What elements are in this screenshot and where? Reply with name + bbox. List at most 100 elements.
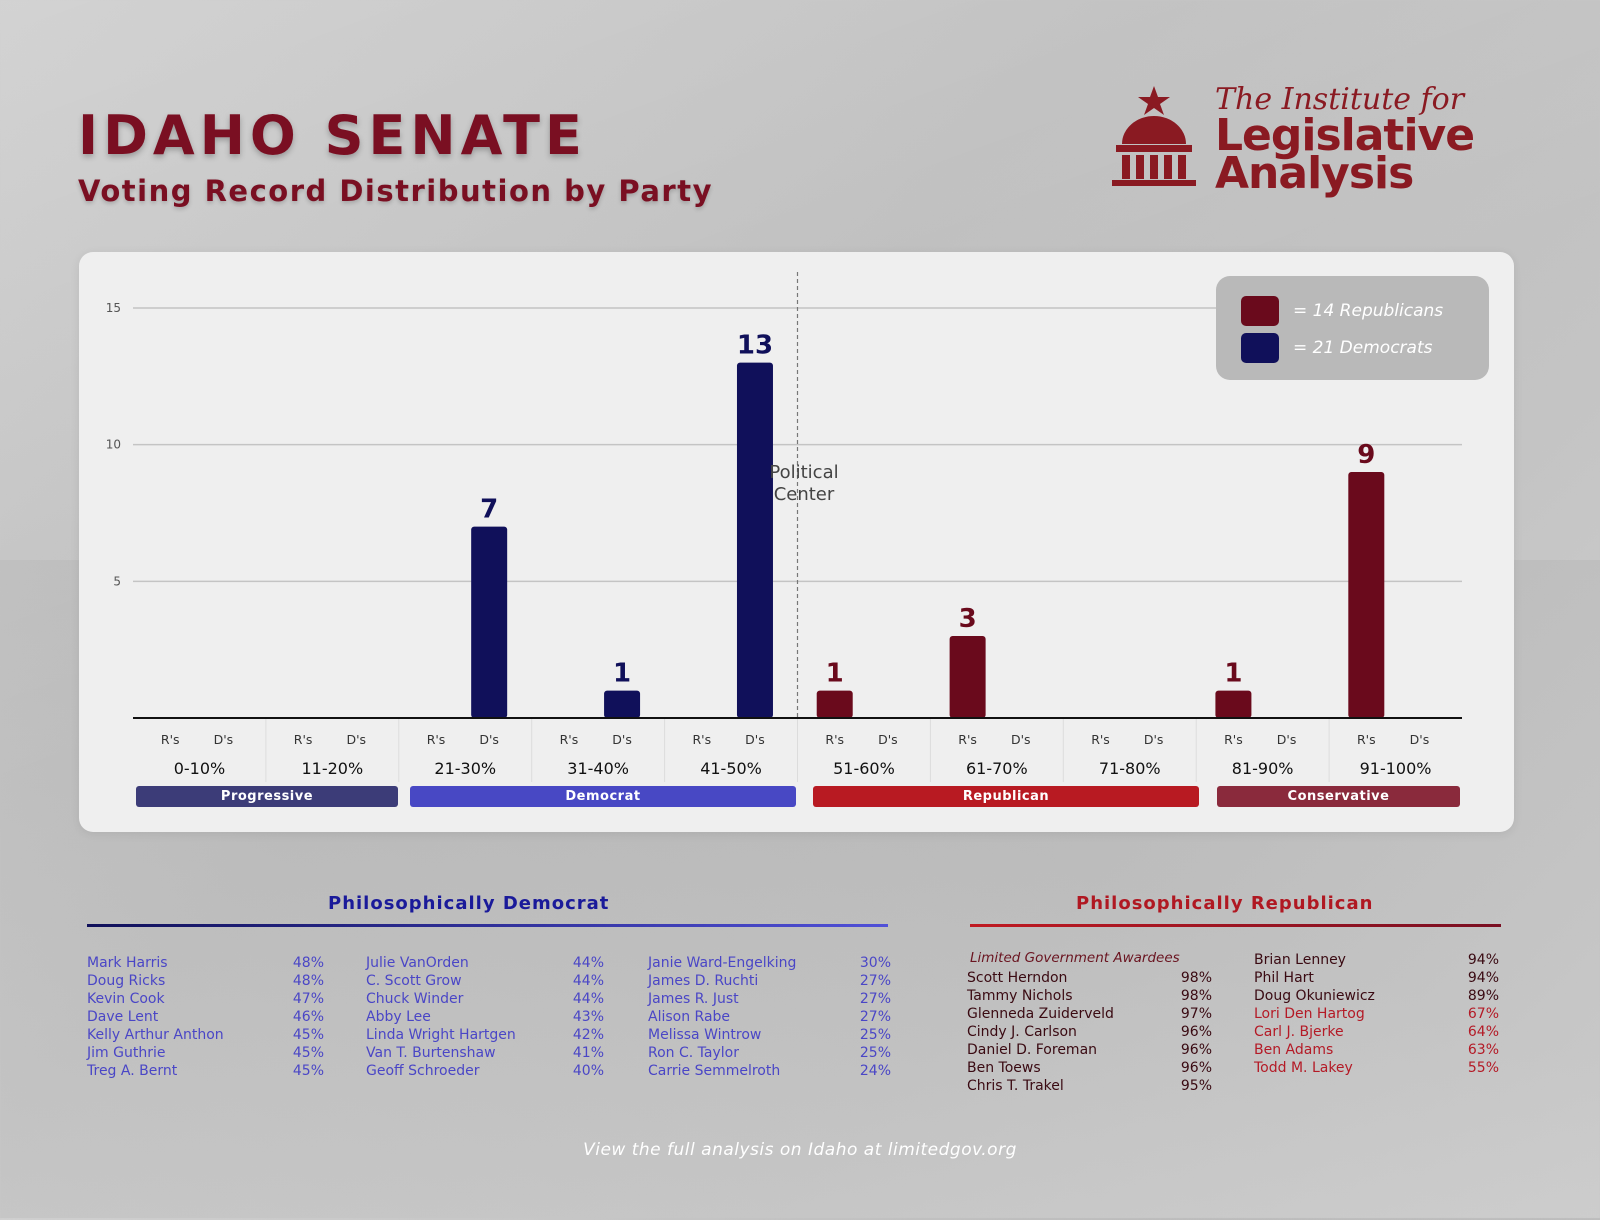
data-label: 1	[826, 659, 844, 689]
list-item: Abby Lee 43%	[366, 1009, 604, 1025]
list-item: Linda Wright Hartgen 42%	[366, 1027, 604, 1043]
sub-category-label: R's	[1357, 732, 1376, 747]
democrat-bar	[471, 526, 508, 718]
list-item: Carl J. Bjerke 64%	[1254, 1024, 1499, 1040]
data-label: 9	[1357, 440, 1375, 470]
democrat-column-2: Julie VanOrden 44% C. Scott Grow 44% Chuck…	[366, 955, 604, 1081]
list-item: Daniel D. Foreman 96%	[967, 1042, 1212, 1058]
sub-category-label: D's	[214, 732, 234, 747]
sub-category-label: D's	[612, 732, 632, 747]
political-center-line1: Political	[769, 462, 839, 483]
sub-category-label: D's	[1144, 732, 1164, 747]
sub-category-label: R's	[1091, 732, 1110, 747]
list-item: Kelly Arthur Anthon 45%	[87, 1027, 324, 1043]
band-republican: Republican	[813, 786, 1199, 807]
band-democrat: Democrat	[410, 786, 796, 807]
list-item: Todd M. Lakey 55%	[1254, 1060, 1499, 1076]
x-category-label: 21-30%	[434, 759, 496, 778]
capitol-icon	[1112, 86, 1196, 186]
list-item: Chris T. Trakel 95%	[967, 1078, 1212, 1094]
x-category-label: 71-80%	[1099, 759, 1161, 778]
x-category-label: 11-20%	[301, 759, 363, 778]
democrat-section-rule	[87, 924, 888, 927]
republican-section-rule	[970, 924, 1501, 927]
sub-category-label: R's	[560, 732, 579, 747]
x-category-label: 91-100%	[1360, 759, 1432, 778]
band-progressive: Progressive	[136, 786, 398, 807]
data-label: 1	[613, 659, 631, 689]
list-item: Jim Guthrie 45%	[87, 1045, 324, 1061]
list-item: C. Scott Grow 44%	[366, 973, 604, 989]
x-category-label: 0-10%	[174, 759, 226, 778]
page-title: IDAHO SENATE	[78, 104, 587, 167]
list-item: Lori Den Hartog 67%	[1254, 1006, 1499, 1022]
sub-category-label: R's	[294, 732, 313, 747]
sub-category-label: D's	[1011, 732, 1031, 747]
x-category-label: 31-40%	[567, 759, 629, 778]
list-item: Geoff Schroeder 40%	[366, 1063, 604, 1079]
democrat-column-1: Mark Harris 48% Doug Ricks 48% Kevin Cook 4…	[87, 955, 324, 1081]
list-item: Ben Toews 96%	[967, 1060, 1212, 1076]
y-tick-label: 10	[106, 438, 121, 452]
legend-label-republicans: = 14 Republicans	[1293, 301, 1444, 321]
x-category-label: 51-60%	[833, 759, 895, 778]
sub-category-label: R's	[958, 732, 977, 747]
list-item: Melissa Wintrow 25%	[648, 1027, 891, 1043]
democrat-bar	[604, 690, 641, 718]
list-item: Janie Ward-Engelking 30%	[648, 955, 891, 971]
list-item: Glenneda Zuiderveld 97%	[967, 1006, 1212, 1022]
data-label: 3	[959, 604, 977, 634]
list-item: Cindy J. Carlson 96%	[967, 1024, 1212, 1040]
sub-category-label: D's	[878, 732, 898, 747]
sub-category-label: R's	[1224, 732, 1243, 747]
sub-category-label: D's	[346, 732, 366, 747]
republican-section-heading: Philosophically Republican	[1076, 893, 1374, 914]
democrat-bar	[736, 362, 773, 718]
democrat-section-heading: Philosophically Democrat	[328, 893, 610, 914]
republican-bar	[1348, 472, 1385, 718]
sub-category-label: R's	[825, 732, 844, 747]
footer-link-text: View the full analysis on Idaho at limit…	[583, 1140, 1017, 1160]
list-item: James R. Just 27%	[648, 991, 891, 1007]
republican-column-2: Brian Lenney 94% Phil Hart 94% Doug Okunie…	[1254, 952, 1499, 1078]
list-item: James D. Ruchti 27%	[648, 973, 891, 989]
legend-label-democrats: = 21 Democrats	[1293, 338, 1433, 358]
sub-category-label: R's	[161, 732, 180, 747]
data-label: 1	[1224, 659, 1242, 689]
list-item: Doug Ricks 48%	[87, 973, 324, 989]
sub-category-label: D's	[745, 732, 765, 747]
list-item: Julie VanOrden 44%	[366, 955, 604, 971]
sub-category-label: D's	[1277, 732, 1297, 747]
list-item: Alison Rabe 27%	[648, 1009, 891, 1025]
list-item: Ben Adams 63%	[1254, 1042, 1499, 1058]
x-category-label: 81-90%	[1232, 759, 1294, 778]
list-item: Van T. Burtenshaw 41%	[366, 1045, 604, 1061]
democrat-column-3: Janie Ward-Engelking 30% James D. Ruchti 2…	[648, 955, 891, 1081]
list-item: Mark Harris 48%	[87, 955, 324, 971]
data-label: 7	[480, 495, 498, 525]
band-conservative: Conservative	[1217, 786, 1460, 807]
list-item: Brian Lenney 94%	[1254, 952, 1499, 968]
list-item: Doug Okuniewicz 89%	[1254, 988, 1499, 1004]
republican-bar	[949, 636, 986, 718]
legend-swatch-democrats	[1241, 333, 1279, 363]
list-item: Dave Lent 46%	[87, 1009, 324, 1025]
data-label: 13	[737, 331, 773, 361]
awardees-label: Limited Government Awardees	[970, 950, 1180, 966]
sub-category-label: R's	[692, 732, 711, 747]
y-tick-label: 15	[106, 301, 121, 315]
list-item: Carrie Semmelroth 24%	[648, 1063, 891, 1079]
republican-column-1: Scott Herndon 98% Tammy Nichols 98% Glenne…	[967, 970, 1212, 1096]
y-tick-label: 5	[113, 574, 121, 588]
list-item: Phil Hart 94%	[1254, 970, 1499, 986]
bar-chart: 5 10 15 R's D's 0-10% R's D's 11-20% R's 7 D's 21-30…	[106, 272, 1462, 782]
x-category-label: 61-70%	[966, 759, 1028, 778]
institute-logo: The Institute for Legislative Analysis	[1108, 82, 1518, 202]
list-item: Kevin Cook 47%	[87, 991, 324, 1007]
list-item: Treg A. Bernt 45%	[87, 1063, 324, 1079]
chart-legend: = 14 Republicans = 21 Democrats	[1216, 276, 1489, 380]
political-center-line2: Center	[773, 484, 835, 505]
logo-text-line2: Legislative	[1215, 110, 1475, 161]
list-item: Chuck Winder 44%	[366, 991, 604, 1007]
sub-category-label: D's	[1410, 732, 1430, 747]
